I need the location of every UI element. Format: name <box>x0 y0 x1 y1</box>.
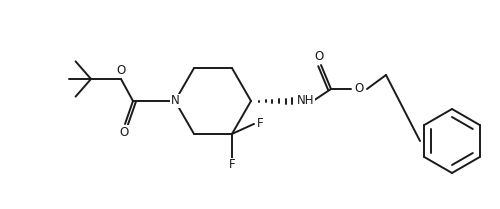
Text: O: O <box>116 65 126 78</box>
Text: NH: NH <box>297 94 315 107</box>
Text: N: N <box>170 94 179 107</box>
Text: F: F <box>256 117 264 130</box>
Text: O: O <box>354 83 364 96</box>
Text: O: O <box>314 51 324 64</box>
Text: F: F <box>228 158 235 171</box>
Text: O: O <box>120 125 128 139</box>
